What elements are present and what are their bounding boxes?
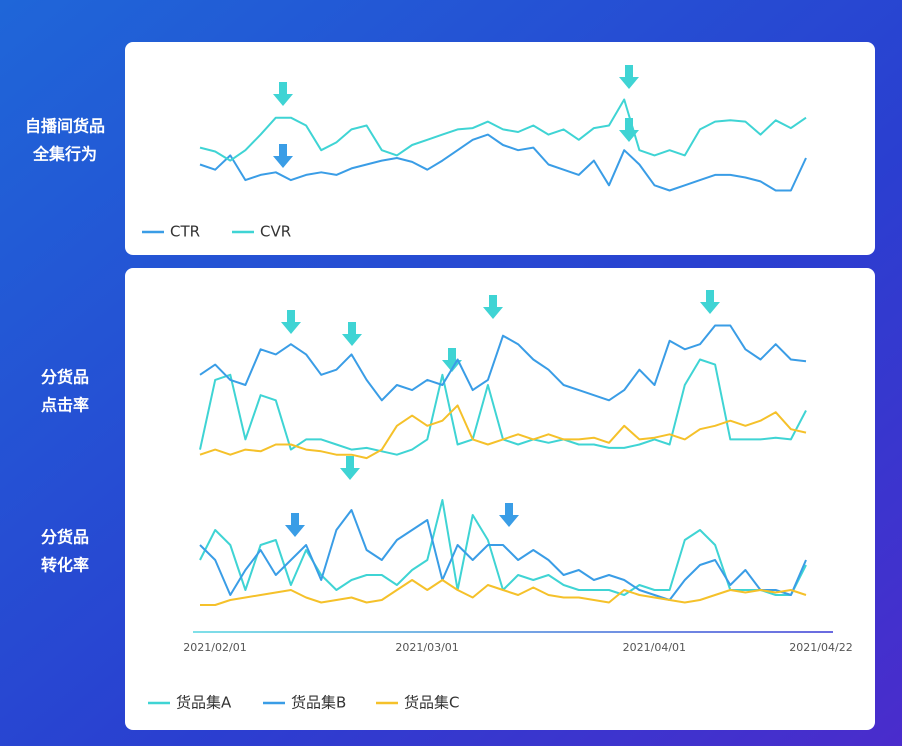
- series-line: [199, 404, 807, 460]
- arrow: [499, 503, 519, 527]
- side-label: 分货品: [41, 368, 89, 387]
- x-axis: [193, 631, 833, 633]
- series-line: [199, 98, 807, 162]
- legend-label: 货品集C: [404, 694, 459, 712]
- legend-label: 货品集B: [291, 694, 346, 712]
- arrow: [340, 456, 360, 480]
- arrow: [619, 118, 639, 142]
- x-tick-label: 2021/04/22: [789, 641, 852, 654]
- arrow: [700, 290, 720, 314]
- legend-label: 货品集A: [176, 694, 232, 712]
- top-panel: [125, 42, 875, 255]
- series-line: [199, 133, 807, 192]
- x-tick-label: 2021/03/01: [395, 641, 458, 654]
- arrow: [285, 513, 305, 537]
- x-tick-label: 2021/04/01: [623, 641, 686, 654]
- side-label: 全集行为: [32, 145, 97, 164]
- side-label: 自播间货品: [25, 117, 105, 136]
- series-line: [199, 324, 807, 402]
- arrows: [273, 65, 720, 537]
- legend-label: CVR: [260, 223, 291, 241]
- legend-label: CTR: [170, 223, 200, 241]
- side-label: 转化率: [41, 556, 89, 575]
- arrow: [619, 65, 639, 89]
- series-line: [200, 579, 807, 606]
- arrow: [273, 82, 293, 106]
- arrow: [342, 322, 362, 346]
- arrow: [281, 310, 301, 334]
- series-line: [199, 509, 807, 601]
- bottom-panel: [125, 268, 875, 730]
- side-label: 点击率: [41, 396, 89, 415]
- arrow: [273, 144, 293, 168]
- arrow: [483, 295, 503, 319]
- side-label: 分货品: [41, 528, 89, 547]
- arrow: [442, 348, 462, 372]
- x-tick-label: 2021/02/01: [183, 641, 246, 654]
